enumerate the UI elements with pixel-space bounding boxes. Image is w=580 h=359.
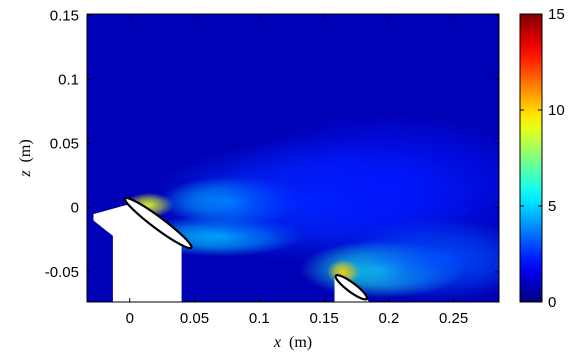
x-axis-ticks: 0 0.05 0.1 0.15 0.2 0.25 — [126, 14, 468, 327]
y-tick-label: -0.05 — [45, 264, 79, 281]
y-axis-ticks: 0.15 0.1 0.05 0 -0.05 — [45, 7, 499, 281]
x-tick-label: 0.2 — [378, 310, 399, 327]
x-tick-label: 0.25 — [439, 310, 468, 327]
y-tick-label: 0.1 — [58, 71, 79, 88]
y-tick-label: 0.15 — [50, 7, 79, 24]
x-axis-unit: (m) — [289, 334, 312, 351]
foil-2 — [334, 274, 369, 301]
y-axis-var: z — [17, 170, 34, 178]
x-tick-label: 0.15 — [309, 310, 338, 327]
y-tick-label: 0 — [71, 200, 79, 217]
foil-1 — [123, 196, 193, 250]
colorbar-tick-label: 15 — [548, 6, 565, 23]
field-feature — [337, 217, 499, 301]
plot-area — [87, 14, 499, 302]
plot-frame — [86, 13, 500, 303]
x-axis-var: x — [273, 334, 281, 351]
colorbar-tick-label: 0 — [548, 294, 556, 311]
colorbar-tick-label: 5 — [548, 198, 556, 215]
colorbar-ticks: 15 10 5 0 — [520, 6, 565, 311]
colorbar-scale — [519, 13, 543, 303]
colorbar: 15 10 5 0 — [519, 6, 565, 311]
x-tick-label: 0.1 — [249, 310, 270, 327]
y-axis-unit: (m) — [17, 139, 34, 162]
foils — [123, 196, 369, 301]
x-axis-title: x (m) — [273, 334, 312, 351]
y-axis-title: z (m) — [17, 139, 34, 177]
x-tick-label: 0 — [126, 310, 134, 327]
x-tick-label: 0.05 — [180, 310, 209, 327]
colorbar-tick-label: 10 — [548, 102, 565, 119]
y-tick-label: 0.05 — [50, 136, 79, 153]
